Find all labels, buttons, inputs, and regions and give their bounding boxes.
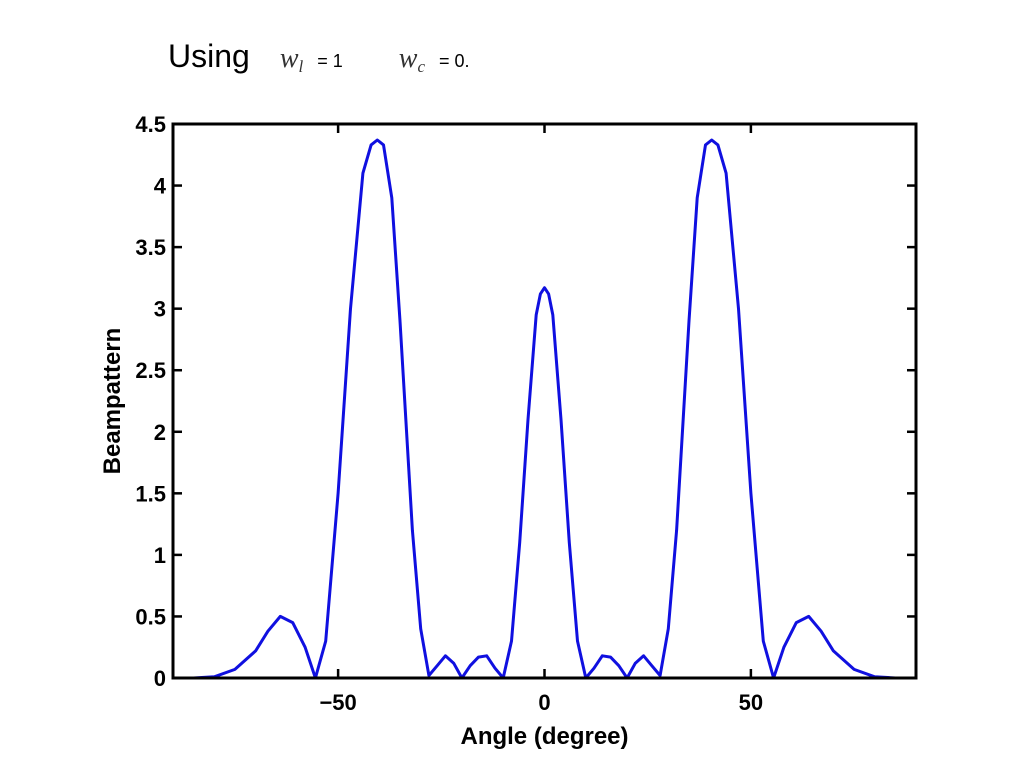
x-tick-label: 0 (538, 690, 550, 715)
var2-value: = 0. (439, 51, 470, 71)
var2-symbol: w (398, 43, 418, 74)
caption-prefix: Using (168, 38, 250, 74)
y-tick-label: 1.5 (135, 481, 166, 506)
y-tick-label: 1 (154, 543, 166, 568)
y-tick-label: 2.5 (135, 358, 166, 383)
y-tick-label: 3 (154, 297, 166, 322)
y-tick-label: 2 (154, 420, 166, 445)
y-tick-label: 3.5 (135, 235, 166, 260)
var1-value: = 1 (317, 51, 343, 71)
var1-subscript: l (298, 57, 304, 76)
y-tick-label: 0.5 (135, 604, 166, 629)
caption: Using w l = 1 w c = 0. (168, 38, 470, 88)
x-axis-label: Angle (degree) (460, 723, 628, 750)
plot-frame (171, 122, 918, 680)
y-tick-label: 0 (154, 666, 166, 691)
y-tick-label: 4.5 (135, 112, 166, 137)
series-line-0 (173, 138, 916, 678)
x-tick-label: 50 (739, 690, 763, 715)
var1-symbol: w (279, 43, 299, 74)
x-tick-label: −50 (319, 690, 356, 715)
y-axis-label: Beampattern (99, 328, 126, 475)
var2-subscript: c (417, 57, 425, 76)
y-tick-label: 4 (154, 174, 167, 199)
